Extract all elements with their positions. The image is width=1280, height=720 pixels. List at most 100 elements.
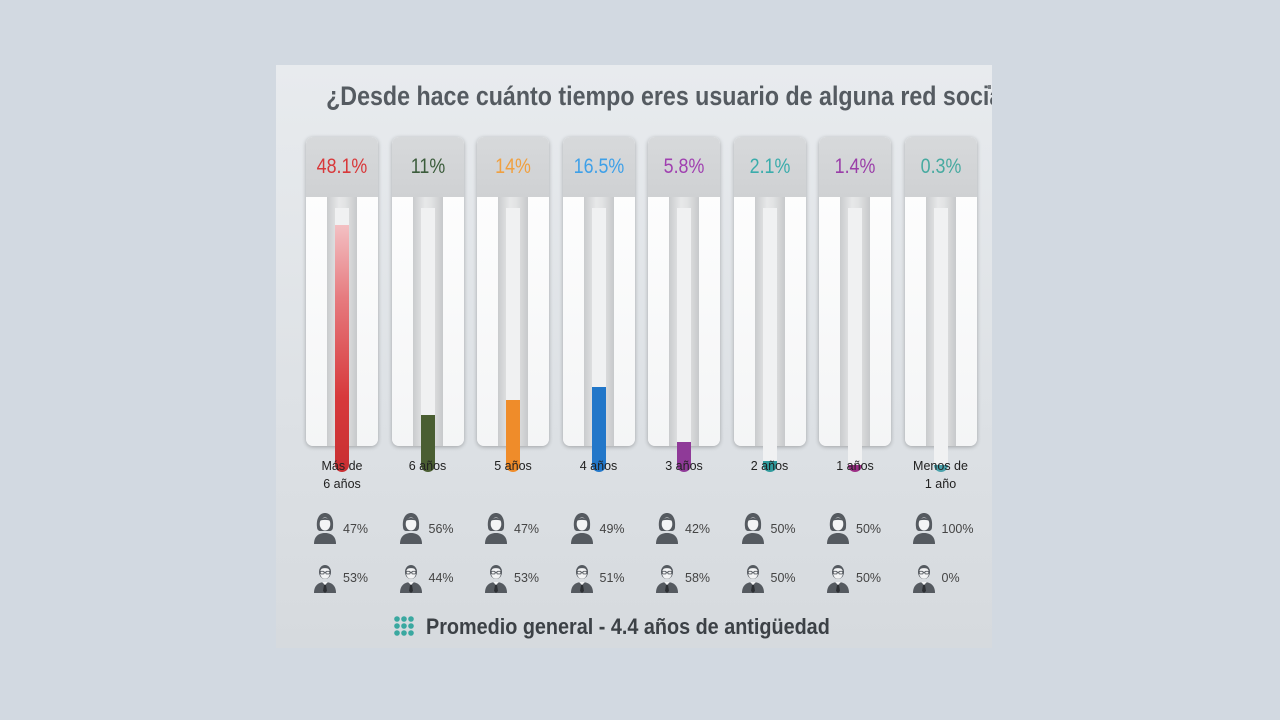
bar-column: 16.5% 4 años 49% 51% xyxy=(562,65,651,648)
bar-track xyxy=(762,208,777,472)
male-share-value: 50% xyxy=(770,571,796,585)
bar-track xyxy=(677,208,691,472)
bar xyxy=(933,465,948,472)
female-share: 50% xyxy=(819,510,907,550)
woman-icon xyxy=(741,513,764,544)
bar xyxy=(848,465,862,472)
man-with-tie-icon xyxy=(399,565,422,593)
female-share: 100% xyxy=(905,510,993,550)
female-share-value: 49% xyxy=(599,522,625,536)
bar-column: 48.1% Más de 6 años 47% 53% xyxy=(306,65,394,648)
bar-column: 5.8% 3 años 42% 58% xyxy=(648,65,736,648)
woman-icon xyxy=(570,513,593,544)
bar-card-header: 5.8% xyxy=(648,137,720,197)
male-share: 50% xyxy=(734,559,822,599)
bar-card: 48.1% xyxy=(306,137,378,472)
male-share-value: 51% xyxy=(599,571,625,585)
male-share: 58% xyxy=(648,559,736,599)
data-label: 0.3% xyxy=(920,155,961,178)
data-label: 48.1% xyxy=(316,155,368,178)
bar-card: 2.1% xyxy=(733,137,806,472)
bar-card-header: 0.3% xyxy=(904,137,977,197)
male-share: 50% xyxy=(819,559,907,599)
category-label: 5 años xyxy=(494,459,532,473)
woman-icon xyxy=(827,513,849,544)
category-label: 3 años xyxy=(665,459,703,473)
bar-column: 14% 5 años 47% 53% xyxy=(477,65,565,648)
data-label: 2.1% xyxy=(749,155,790,178)
male-share: 44% xyxy=(392,559,480,599)
bar xyxy=(591,387,606,472)
grid-dots-icon xyxy=(394,616,415,636)
woman-icon xyxy=(399,513,422,544)
bar-card-header: 48.1% xyxy=(306,137,378,197)
bar xyxy=(506,400,520,472)
bar-card: 0.3% xyxy=(904,137,977,472)
man-with-tie-icon xyxy=(485,565,507,593)
category-label: 4 años xyxy=(579,459,618,473)
chart-title: ¿Desde hace cuánto tiempo eres usuario d… xyxy=(326,81,992,111)
bar-card-header: 11% xyxy=(391,137,464,197)
bar-column: 1.4% 1 años 50% 50% xyxy=(819,65,907,648)
bar-track xyxy=(420,208,435,472)
category-label: Menos de 1 año xyxy=(913,459,968,491)
bar-column: 0.3% Menos de 1 año 100% 0% xyxy=(904,65,993,648)
bar xyxy=(335,225,349,472)
data-label: 11% xyxy=(410,155,445,178)
bar-track xyxy=(335,208,349,472)
woman-icon xyxy=(314,513,336,544)
category-label: Más de 6 años xyxy=(321,459,363,491)
bar-card: 1.4% xyxy=(819,137,891,472)
male-share-value: 53% xyxy=(514,571,540,585)
category-label: 1 años xyxy=(836,459,874,473)
bar-card-header: 1.4% xyxy=(819,137,891,197)
female-share-value: 47% xyxy=(514,522,540,536)
category-label: 2 años xyxy=(750,459,789,473)
category-label: 6 años xyxy=(408,459,447,473)
female-share: 47% xyxy=(306,510,394,550)
bar-card: 16.5% xyxy=(562,137,635,472)
man-with-tie-icon xyxy=(656,565,678,593)
footer-text: Promedio general - 4.4 años de antigüeda… xyxy=(425,614,830,639)
corner-mark xyxy=(988,85,991,89)
data-label: 5.8% xyxy=(663,155,705,178)
bar-track xyxy=(933,208,948,472)
male-share-value: 58% xyxy=(685,571,711,585)
male-share: 51% xyxy=(563,559,651,599)
woman-icon xyxy=(656,513,678,544)
woman-icon xyxy=(485,513,507,544)
bar-card-header: 2.1% xyxy=(733,137,806,197)
data-label: 16.5% xyxy=(573,155,624,178)
bar-column: 11% 6 años 56% 44% xyxy=(391,65,480,648)
bar-card: 14% xyxy=(477,137,549,472)
bar-track xyxy=(591,208,606,472)
male-share-value: 0% xyxy=(941,571,960,585)
female-share-value: 56% xyxy=(428,522,454,536)
bar-card: 5.8% xyxy=(648,137,720,472)
female-share: 49% xyxy=(563,510,651,550)
female-share: 50% xyxy=(734,510,822,550)
bar-track xyxy=(848,208,862,472)
bar xyxy=(420,415,435,472)
female-share-value: 100% xyxy=(941,522,974,536)
man-with-tie-icon xyxy=(741,565,764,593)
female-share: 47% xyxy=(477,510,565,550)
female-share: 42% xyxy=(648,510,736,550)
woman-icon xyxy=(912,513,935,544)
female-share-value: 50% xyxy=(856,522,882,536)
man-with-tie-icon xyxy=(570,565,593,593)
bar-column: 2.1% 2 años 50% 50% xyxy=(733,65,822,648)
bar-track xyxy=(506,208,520,472)
bar xyxy=(762,461,777,472)
male-share-value: 50% xyxy=(856,571,882,585)
female-share: 56% xyxy=(392,510,480,550)
male-share: 0% xyxy=(905,559,993,599)
data-label: 1.4% xyxy=(834,155,876,178)
female-share-value: 42% xyxy=(685,522,711,536)
male-share-value: 44% xyxy=(428,571,454,585)
man-with-tie-icon xyxy=(827,565,849,593)
male-share-value: 53% xyxy=(343,571,369,585)
data-label: 14% xyxy=(495,155,531,178)
bar xyxy=(677,442,691,472)
infographic: ¿Desde hace cuánto tiempo eres usuario d… xyxy=(276,65,992,648)
